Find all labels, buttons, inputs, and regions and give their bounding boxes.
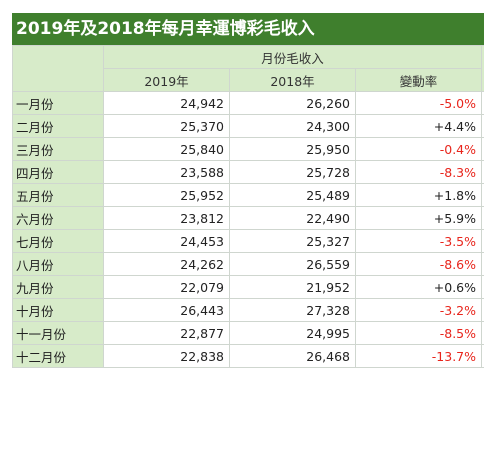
table-row: 八月份 24,262 26,559 -8.6% [12, 252, 484, 276]
value-2019-cell: 25,840 [103, 137, 230, 161]
value-2018-cell: 25,950 [229, 137, 356, 161]
month-cell: 九月份 [12, 275, 104, 299]
value-2018-cell: 24,995 [229, 321, 356, 345]
value-2019-cell: 25,370 [103, 114, 230, 138]
value-2018-cell: 25,327 [229, 229, 356, 253]
month-cell: 五月份 [12, 183, 104, 207]
table-row: 四月份 23,588 25,728 -8.3% [12, 160, 484, 184]
month-cell: 十月份 [12, 298, 104, 322]
group-header-row: 月份毛收入 [12, 45, 484, 92]
value-2019-cell: 25,952 [103, 183, 230, 207]
table-title: 2019年及2018年每月幸運博彩毛收入 [12, 13, 484, 45]
change-rate-cell: -3.2% [354, 298, 483, 322]
column-header-2018: 2018年 [229, 68, 356, 92]
group-header-label: 月份毛收入 [102, 45, 483, 69]
month-cell: 六月份 [12, 206, 104, 230]
column-header-change: 變動率 [354, 68, 483, 92]
column-header-row: 2019年 2018年 變動率 [13, 68, 484, 92]
month-cell: 四月份 [12, 160, 104, 184]
row-edge-cell [481, 344, 484, 368]
value-2019-cell: 24,942 [103, 91, 230, 115]
month-cell: 八月份 [12, 252, 104, 276]
value-2019-cell: 23,588 [103, 160, 230, 184]
change-rate-cell: -13.7% [354, 344, 483, 368]
month-cell: 二月份 [12, 114, 104, 138]
month-cell: 十二月份 [12, 344, 104, 368]
table-row: 五月份 25,952 25,489 +1.8% [12, 183, 484, 207]
revenue-table-container: 2019年及2018年每月幸運博彩毛收入 月份毛收入 2019年 2018年 變… [12, 13, 484, 368]
header-corner-cell [12, 45, 104, 92]
change-rate-cell: +1.8% [354, 183, 483, 207]
value-2019-cell: 22,079 [103, 275, 230, 299]
month-cell: 七月份 [12, 229, 104, 253]
value-2019-cell: 24,453 [103, 229, 230, 253]
column-header-2019: 2019年 [103, 68, 230, 92]
month-cell: 十一月份 [12, 321, 104, 345]
value-2018-cell: 24,300 [229, 114, 356, 138]
change-rate-cell: +5.9% [354, 206, 483, 230]
value-2018-cell: 26,260 [229, 91, 356, 115]
value-2019-cell: 22,838 [103, 344, 230, 368]
value-2018-cell: 27,328 [229, 298, 356, 322]
table-row: 十二月份 22,838 26,468 -13.7% [12, 344, 484, 368]
value-2019-cell: 23,812 [103, 206, 230, 230]
table-row: 二月份 25,370 24,300 +4.4% [12, 114, 484, 138]
value-2019-cell: 24,262 [103, 252, 230, 276]
value-2018-cell: 22,490 [229, 206, 356, 230]
change-rate-cell: -8.6% [354, 252, 483, 276]
change-rate-cell: -3.5% [354, 229, 483, 253]
value-2018-cell: 25,489 [229, 183, 356, 207]
value-2019-cell: 22,877 [103, 321, 230, 345]
value-2018-cell: 21,952 [229, 275, 356, 299]
month-cell: 一月份 [12, 91, 104, 115]
table-row: 六月份 23,812 22,490 +5.9% [12, 206, 484, 230]
value-2018-cell: 25,728 [229, 160, 356, 184]
change-rate-cell: +0.6% [354, 275, 483, 299]
month-cell: 三月份 [12, 137, 104, 161]
table-row: 十月份 26,443 27,328 -3.2% [12, 298, 484, 322]
value-2018-cell: 26,468 [229, 344, 356, 368]
change-rate-cell: +4.4% [354, 114, 483, 138]
table-row: 十一月份 22,877 24,995 -8.5% [12, 321, 484, 345]
change-rate-cell: -8.5% [354, 321, 483, 345]
change-rate-cell: -5.0% [354, 91, 483, 115]
monthly-revenue-table: 月份毛收入 2019年 2018年 變動率 一月份 24,942 26,260 -5.… [12, 45, 484, 368]
table-row: 九月份 22,079 21,952 +0.6% [12, 275, 484, 299]
table-row: 七月份 24,453 25,327 -3.5% [12, 229, 484, 253]
change-rate-cell: -8.3% [354, 160, 483, 184]
table-row: 三月份 25,840 25,950 -0.4% [12, 137, 484, 161]
change-rate-cell: -0.4% [354, 137, 483, 161]
table-row: 一月份 24,942 26,260 -5.0% [12, 91, 484, 115]
value-2019-cell: 26,443 [103, 298, 230, 322]
value-2018-cell: 26,559 [229, 252, 356, 276]
